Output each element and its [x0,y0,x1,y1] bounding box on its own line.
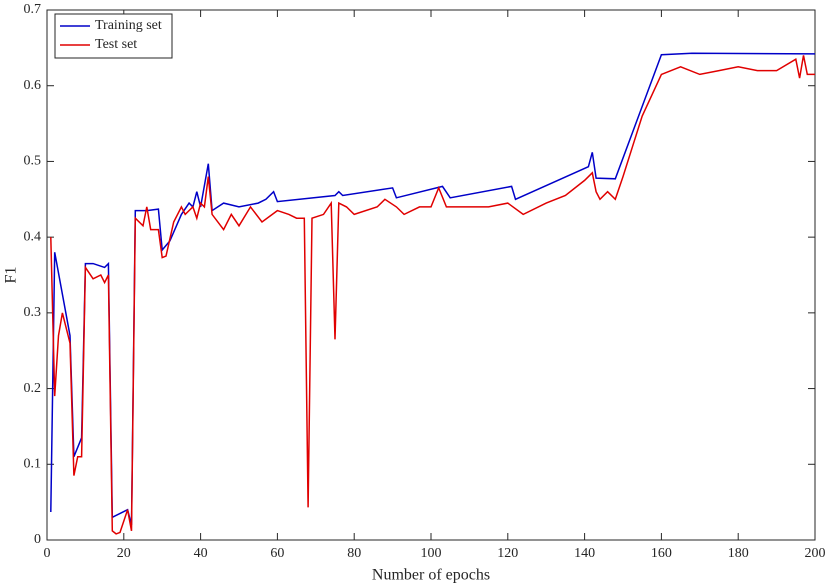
x-tick-label: 200 [805,546,826,561]
x-tick-label: 140 [574,546,595,561]
x-tick-label: 40 [194,546,208,561]
y-tick-label: 0 [34,532,41,547]
y-tick-label: 0.4 [24,229,42,244]
y-tick-label: 0.5 [24,154,42,169]
line-series [50,55,815,535]
x-tick-label: 60 [270,546,284,561]
y-axis-title: F1 [3,267,20,284]
y-tick-label: 0.2 [24,381,42,396]
legend-label: Training set [95,18,162,33]
x-tick-label: 20 [117,546,131,561]
x-tick-label: 120 [497,546,518,561]
legend-box [54,13,173,59]
y-tick-label: 0.3 [24,305,42,320]
x-tick-label: 0 [44,546,51,561]
x-tick-label: 80 [347,546,361,561]
line-series [50,52,816,526]
y-tick-label: 0.7 [24,2,42,17]
plot-area [46,9,816,541]
y-tick-label: 0.1 [24,457,42,472]
x-axis-title: Number of epochs [372,567,490,584]
y-tick-label: 0.6 [24,78,42,93]
legend-label: Test set [95,37,137,52]
x-tick-label: 100 [421,546,442,561]
x-tick-label: 160 [651,546,672,561]
x-tick-label: 180 [728,546,749,561]
